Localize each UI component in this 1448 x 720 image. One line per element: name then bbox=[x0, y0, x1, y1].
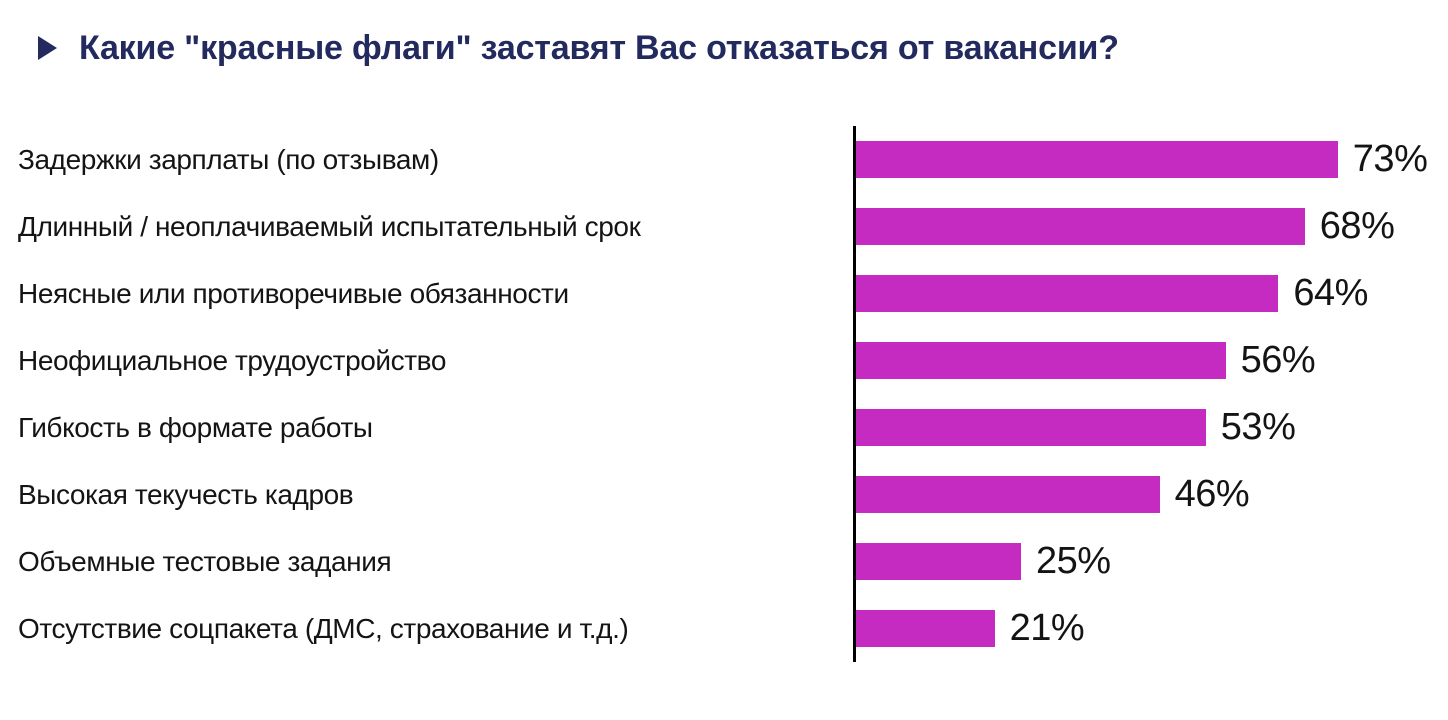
chart-title-row: Какие "красные флаги" заставят Вас отказ… bbox=[38, 28, 1448, 68]
bar bbox=[856, 275, 1279, 312]
category-label: Гибкость в формате работы bbox=[18, 411, 373, 443]
bar-area: 25% bbox=[853, 528, 1448, 595]
bar-chart-page: Какие "красные флаги" заставят Вас отказ… bbox=[0, 28, 1448, 720]
chart-row: Отсутствие соцпакета (ДМС, страхование и… bbox=[0, 595, 1448, 662]
category-label: Неофициальное трудоустройство bbox=[18, 344, 447, 376]
value-label: 64% bbox=[1293, 272, 1368, 314]
chart-row: Задержки зарплаты (по отзывам) 73% bbox=[0, 126, 1448, 193]
bar-area: 53% bbox=[853, 394, 1448, 461]
bar-area: 73% bbox=[853, 126, 1448, 193]
chart-row: Неофициальное трудоустройство 56% bbox=[0, 327, 1448, 394]
chart-row: Неясные или противоречивые обязанности 6… bbox=[0, 260, 1448, 327]
value-label: 68% bbox=[1319, 205, 1395, 247]
value-label: 46% bbox=[1174, 473, 1250, 515]
bar bbox=[856, 342, 1226, 379]
chart-title-text: Какие "красные флаги" заставят Вас отказ… bbox=[79, 28, 1119, 67]
bar-area: 64% bbox=[853, 260, 1448, 327]
bar-area: 56% bbox=[853, 327, 1448, 394]
chart-row: Гибкость в формате работы 53% bbox=[0, 394, 1448, 461]
category-label: Высокая текучесть кадров bbox=[18, 478, 354, 510]
value-label: 73% bbox=[1352, 138, 1428, 180]
category-label: Задержки зарплаты (по отзывам) bbox=[18, 143, 439, 175]
chart-row: Высокая текучесть кадров 46% bbox=[0, 461, 1448, 528]
chart-row: Длинный / неоплачиваемый испытательный с… bbox=[0, 193, 1448, 260]
bar bbox=[856, 476, 1160, 513]
category-label: Отсутствие соцпакета (ДМС, страхование и… bbox=[18, 612, 629, 644]
bar-area: 46% bbox=[853, 461, 1448, 528]
value-label: 25% bbox=[1036, 540, 1111, 582]
play-triangle-icon bbox=[38, 36, 57, 60]
bar bbox=[856, 141, 1338, 178]
bar-area: 21% bbox=[853, 595, 1448, 662]
bar bbox=[856, 409, 1206, 446]
category-label: Объемные тестовые задания bbox=[18, 545, 392, 577]
chart-row: Объемные тестовые задания 25% bbox=[0, 528, 1448, 595]
bar bbox=[856, 208, 1305, 245]
value-label: 56% bbox=[1240, 339, 1316, 381]
chart-rows: Задержки зарплаты (по отзывам) 73% Длинн… bbox=[0, 126, 1448, 662]
bar bbox=[856, 543, 1021, 580]
value-label: 53% bbox=[1220, 406, 1296, 448]
value-label: 21% bbox=[1009, 607, 1085, 649]
bar bbox=[856, 610, 995, 647]
bar-area: 68% bbox=[853, 193, 1448, 260]
category-label: Длинный / неоплачиваемый испытательный с… bbox=[18, 210, 641, 242]
category-label: Неясные или противоречивые обязанности bbox=[18, 277, 569, 309]
